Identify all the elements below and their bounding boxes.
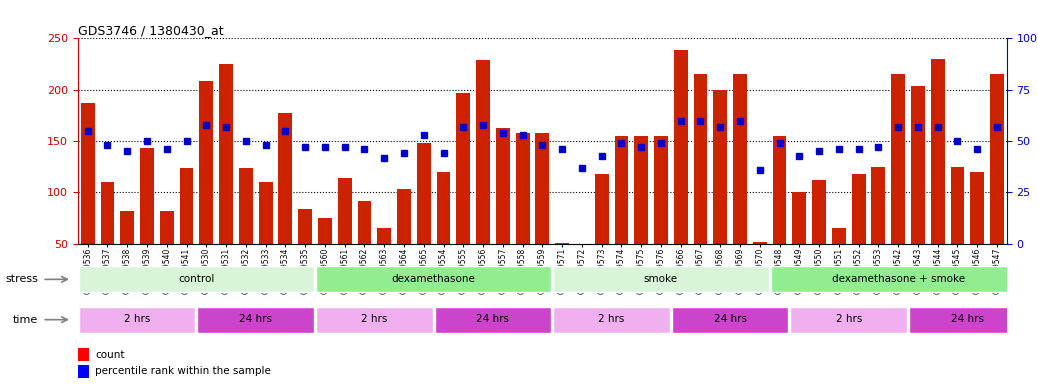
Bar <box>790 307 907 333</box>
Bar <box>437 172 450 244</box>
Bar <box>792 192 807 244</box>
Bar <box>931 59 945 244</box>
Bar <box>79 307 195 333</box>
Bar <box>160 211 173 244</box>
Bar <box>219 64 233 244</box>
Text: 2 hrs: 2 hrs <box>598 314 625 324</box>
Text: 24 hrs: 24 hrs <box>239 314 272 324</box>
Bar <box>239 168 253 244</box>
Bar <box>672 307 789 333</box>
Bar <box>476 60 490 244</box>
Bar <box>575 244 589 268</box>
Text: 24 hrs: 24 hrs <box>951 314 984 324</box>
Text: time: time <box>13 314 38 325</box>
Bar <box>120 211 134 244</box>
Text: control: control <box>179 274 215 284</box>
Bar <box>357 201 372 244</box>
Bar <box>278 113 293 244</box>
Bar <box>81 103 94 244</box>
Text: GDS3746 / 1380430_at: GDS3746 / 1380430_at <box>78 24 223 37</box>
Bar <box>654 136 667 244</box>
Text: dexamethasone + smoke: dexamethasone + smoke <box>831 274 964 284</box>
Bar <box>733 74 747 244</box>
Bar <box>180 168 193 244</box>
Bar <box>555 243 569 244</box>
Bar <box>398 189 411 244</box>
Text: stress: stress <box>5 274 38 285</box>
Bar <box>496 128 510 244</box>
Bar <box>772 136 787 244</box>
Bar <box>199 81 213 244</box>
Bar <box>911 86 925 244</box>
Bar <box>852 174 866 244</box>
Bar <box>674 50 687 244</box>
Bar <box>892 74 905 244</box>
Bar <box>101 182 114 244</box>
Bar <box>693 74 708 244</box>
Bar <box>79 266 315 292</box>
Text: 24 hrs: 24 hrs <box>476 314 510 324</box>
Bar <box>753 242 767 244</box>
Bar <box>595 174 608 244</box>
Text: 2 hrs: 2 hrs <box>361 314 387 324</box>
Bar <box>614 136 628 244</box>
Text: count: count <box>95 349 125 359</box>
Text: 24 hrs: 24 hrs <box>714 314 746 324</box>
Bar <box>634 136 648 244</box>
Bar <box>417 143 431 244</box>
Bar <box>316 266 551 292</box>
Bar <box>435 307 551 333</box>
Bar <box>197 307 315 333</box>
Bar <box>951 167 964 244</box>
Bar <box>377 228 391 244</box>
Bar <box>971 172 984 244</box>
Text: 2 hrs: 2 hrs <box>836 314 862 324</box>
Bar <box>258 182 273 244</box>
Text: 2 hrs: 2 hrs <box>124 314 151 324</box>
Bar <box>516 133 529 244</box>
Bar <box>812 180 826 244</box>
Bar <box>316 307 433 333</box>
Text: smoke: smoke <box>644 274 678 284</box>
Text: dexamethasone: dexamethasone <box>391 274 475 284</box>
Bar <box>831 228 846 244</box>
Bar <box>78 365 89 378</box>
Bar <box>553 266 769 292</box>
Bar <box>140 148 154 244</box>
Bar <box>457 93 470 244</box>
Bar <box>990 74 1004 244</box>
Bar <box>318 218 332 244</box>
Bar <box>872 167 885 244</box>
Bar <box>909 307 1026 333</box>
Bar <box>770 266 1026 292</box>
Bar <box>536 133 549 244</box>
Bar <box>337 178 352 244</box>
Bar <box>78 348 89 361</box>
Bar <box>713 90 728 244</box>
Text: percentile rank within the sample: percentile rank within the sample <box>95 366 271 376</box>
Bar <box>298 209 312 244</box>
Bar <box>553 307 670 333</box>
